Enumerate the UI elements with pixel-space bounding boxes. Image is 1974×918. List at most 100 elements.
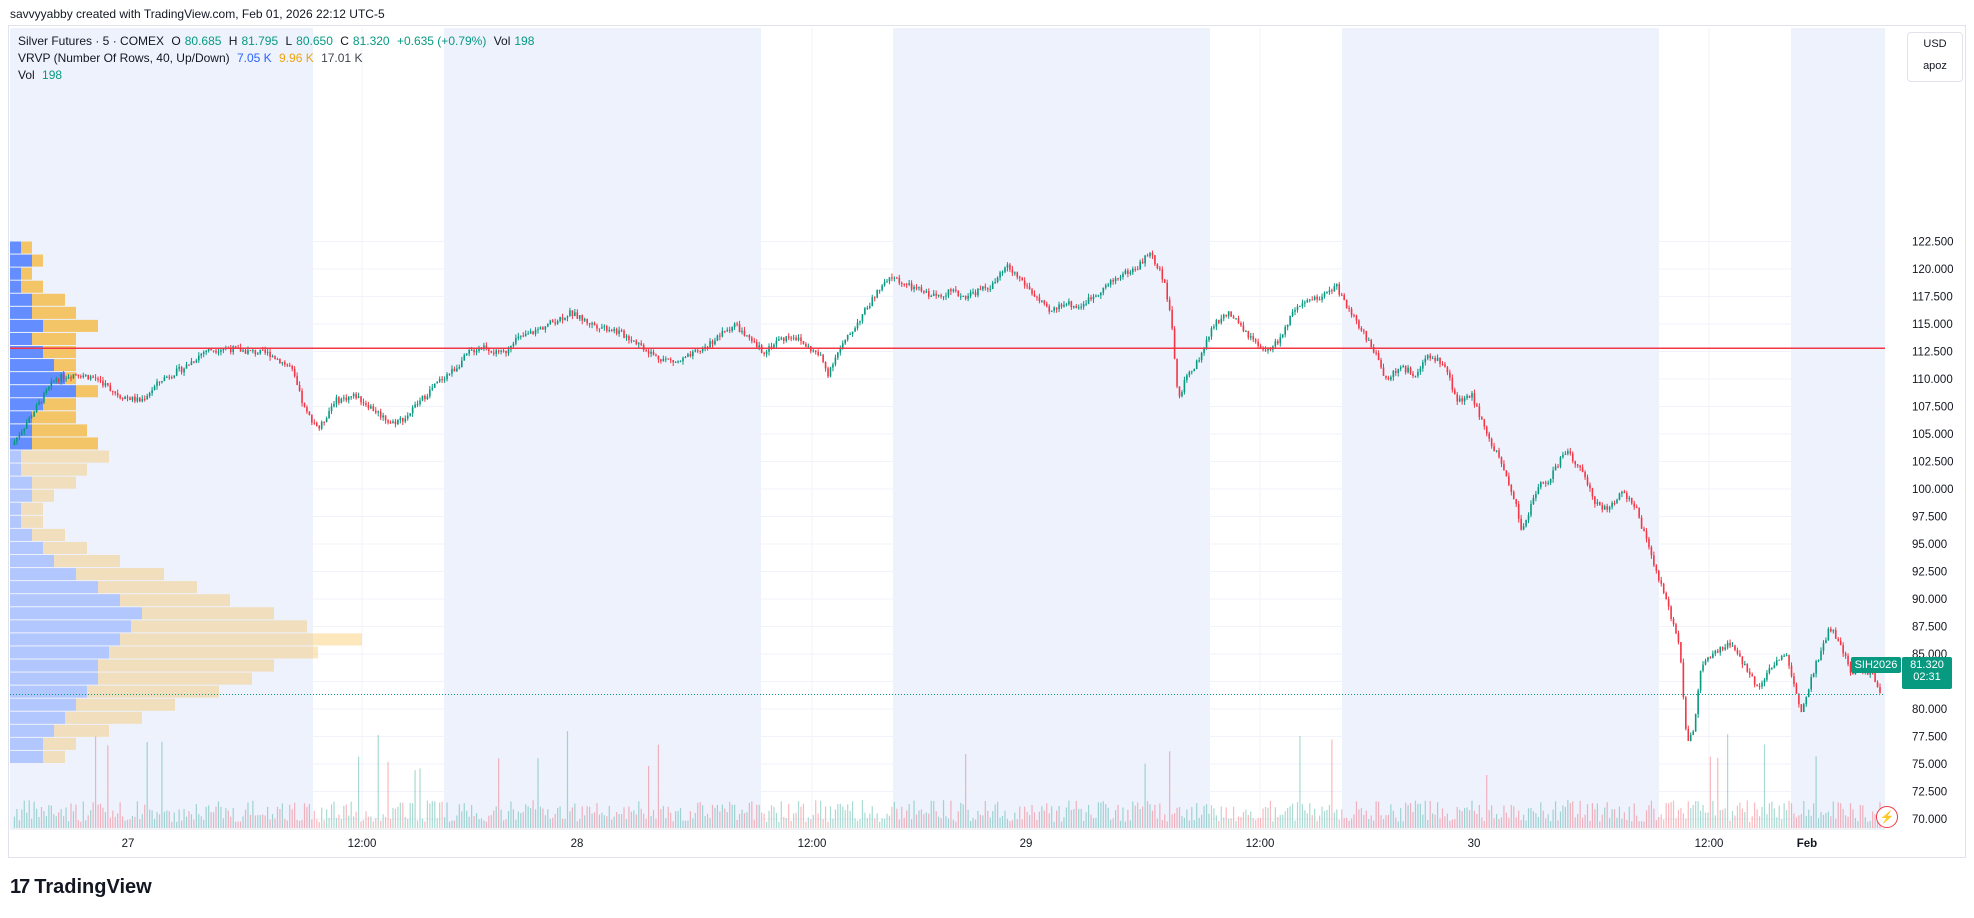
volume-bar: [726, 811, 728, 828]
volume-bar: [579, 818, 581, 828]
tradingview-logo[interactable]: 17 TradingView: [10, 876, 152, 899]
candle-body: [935, 293, 937, 296]
candle-body: [350, 396, 352, 398]
candle-body: [1771, 667, 1773, 669]
candle-body: [1650, 547, 1653, 556]
volume-bar: [743, 813, 746, 828]
volume-bar: [753, 819, 755, 828]
symbol-price-badge: SIH2026: [1851, 657, 1901, 673]
candle-body: [77, 374, 80, 377]
candle-body: [502, 350, 505, 352]
candle-body: [1257, 341, 1259, 346]
candle-body: [743, 330, 746, 336]
candle-body: [1274, 341, 1277, 347]
volume-bar: [613, 816, 615, 828]
candle-body: [805, 343, 807, 347]
volume-bar: [670, 812, 672, 828]
candle-body: [382, 415, 384, 418]
candle-body: [1343, 295, 1345, 300]
volume-bar: [1545, 818, 1547, 828]
volume-bar: [166, 810, 168, 828]
candle-body: [185, 364, 188, 369]
volume-bar: [1564, 807, 1566, 828]
candle-body: [1542, 482, 1545, 484]
volume-bar: [1808, 809, 1810, 828]
volume-bar: [333, 801, 335, 828]
currency-unit-box[interactable]: USD apoz: [1907, 32, 1963, 82]
candle-body: [1503, 463, 1505, 471]
volume-bar: [837, 803, 839, 828]
volume-bar: [227, 810, 229, 828]
volume-bar: [913, 800, 915, 828]
candle-body: [190, 361, 193, 365]
volume-bar: [1665, 803, 1667, 828]
volume-bar: [92, 802, 94, 828]
volume-bar: [793, 813, 795, 828]
candle-body: [1532, 497, 1535, 504]
candle-body: [586, 318, 588, 324]
candle-body: [1080, 306, 1082, 308]
candle-body: [1874, 673, 1876, 683]
candle-body: [1190, 371, 1193, 373]
volume-bar: [775, 812, 778, 828]
volume-bar: [414, 770, 416, 828]
volume-bar: [1208, 813, 1210, 828]
volume-bar: [1567, 800, 1569, 828]
volume-bar: [1677, 809, 1680, 828]
profile-up-bar: [10, 463, 21, 476]
volume-bar: [574, 803, 576, 828]
candle-body: [1547, 482, 1549, 484]
candle-body: [709, 341, 711, 348]
flash-icon[interactable]: ⚡: [1876, 806, 1898, 828]
volume-bar: [193, 819, 195, 828]
candle-body: [367, 404, 370, 409]
volume-bar: [298, 820, 301, 828]
candle-body: [714, 340, 716, 345]
candle-body: [1660, 580, 1663, 584]
volume-bar: [1269, 800, 1272, 828]
volume-bar: [281, 803, 283, 828]
candle-body: [667, 358, 670, 360]
candle-body: [886, 281, 888, 283]
volume-bar: [903, 817, 905, 828]
volume-bar: [1577, 813, 1579, 828]
volume-bar: [311, 819, 313, 828]
candle-body: [1186, 375, 1188, 381]
volume-bar: [1319, 815, 1321, 828]
volume-bar: [1749, 821, 1751, 828]
volume-bar: [1631, 821, 1633, 828]
profile-up-bar: [10, 280, 21, 293]
price-tick-label: 112.500: [1912, 347, 1953, 359]
candle-body: [1567, 451, 1569, 454]
candle-body: [1830, 628, 1832, 632]
profile-up-bar: [10, 489, 32, 502]
volume-bar: [1033, 812, 1036, 828]
candle-body: [1009, 264, 1011, 270]
candle-body: [1446, 367, 1449, 373]
candle-body: [40, 401, 43, 403]
candle-body: [1847, 655, 1849, 665]
volume-bar: [1574, 817, 1576, 828]
candle-body: [851, 331, 854, 335]
volume-bar: [1643, 821, 1645, 828]
candle-body: [1230, 311, 1232, 317]
volume-bar: [557, 807, 559, 828]
volume-bar: [692, 818, 694, 828]
volume-bar: [269, 819, 271, 828]
candle-body: [1163, 279, 1166, 283]
profile-down-bar: [43, 750, 65, 763]
volume-bar: [370, 816, 372, 828]
candle-body: [1535, 493, 1537, 498]
candle-body: [1785, 655, 1788, 657]
chart-frame[interactable]: [8, 25, 1966, 858]
price-tick-label: 95.000: [1912, 539, 1947, 551]
volume-bar: [380, 820, 382, 828]
candle-body: [1628, 497, 1631, 499]
candle-body: [60, 374, 62, 382]
candle-body: [1016, 272, 1019, 278]
volume-bar: [1569, 802, 1571, 828]
volume-bar: [136, 801, 138, 828]
volume-bar: [1387, 814, 1390, 828]
candle-body: [1571, 453, 1574, 462]
